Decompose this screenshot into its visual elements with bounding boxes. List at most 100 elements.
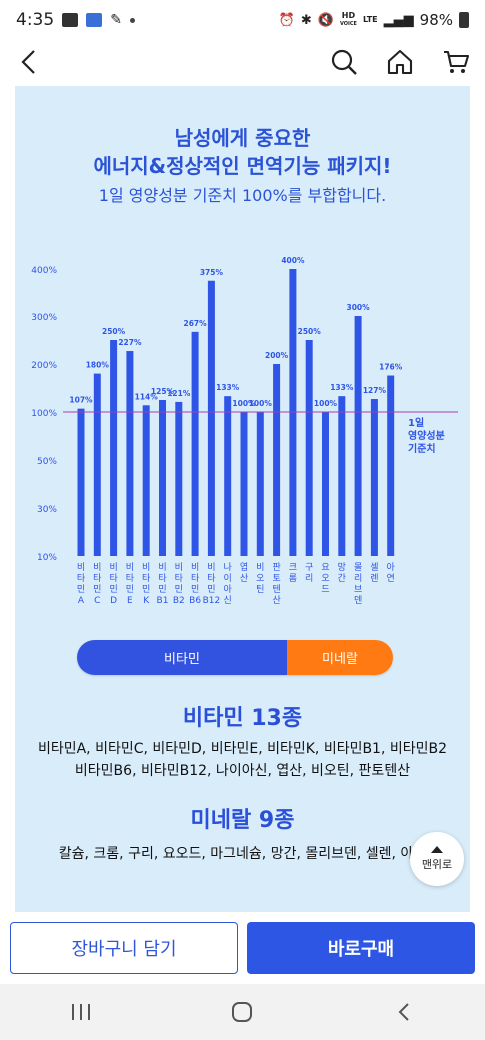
bar xyxy=(224,396,232,556)
category-label: 아 xyxy=(224,584,233,595)
scroll-to-top-button[interactable]: 맨위로 xyxy=(410,832,464,886)
network-hd: HD xyxy=(341,11,356,20)
pen-icon: ✎ xyxy=(110,12,122,28)
network-voice: VOICE xyxy=(339,21,357,27)
bar xyxy=(387,375,395,556)
system-navigation-bar xyxy=(0,984,485,1040)
bar-value-label: 300% xyxy=(347,303,371,312)
search-icon[interactable] xyxy=(329,47,359,77)
scroll-to-top-label: 맨위로 xyxy=(421,858,453,871)
bar-value-label: 200% xyxy=(265,351,289,360)
reference-label: 영양성분 xyxy=(408,429,445,442)
category-label: 비 xyxy=(93,562,101,573)
category-label: 산 xyxy=(240,573,248,584)
category-label: 비 xyxy=(191,562,199,573)
bar-value-label: 133% xyxy=(216,383,240,392)
bar xyxy=(240,412,248,556)
reference-label: 기준치 xyxy=(408,442,436,455)
category-label: 드 xyxy=(321,585,329,595)
home-button-icon[interactable] xyxy=(222,992,262,1032)
bar xyxy=(126,351,134,556)
category-label: 리 xyxy=(354,573,362,584)
bar-value-label: 114% xyxy=(135,392,159,401)
category-label: 텐 xyxy=(272,584,280,595)
bar xyxy=(273,364,281,556)
add-to-cart-button[interactable]: 장바구니 담기 xyxy=(10,922,238,974)
category-label: 연 xyxy=(387,573,395,584)
bar xyxy=(77,408,85,556)
category-label: 간 xyxy=(338,573,346,584)
bar xyxy=(354,316,362,556)
category-label: B2 xyxy=(173,596,185,606)
category-label: 비 xyxy=(126,562,134,573)
category-label: 타 xyxy=(191,573,200,584)
category-label: 브 xyxy=(354,584,362,595)
category-label: 비 xyxy=(158,562,166,573)
category-label: 민 xyxy=(126,584,134,595)
bar-value-label: 100% xyxy=(249,399,273,408)
category-label: 나 xyxy=(224,562,232,573)
back-icon[interactable] xyxy=(14,47,44,77)
bar xyxy=(338,396,346,556)
system-back-icon[interactable] xyxy=(384,992,424,1032)
status-bar: 4:35 ✎ ⏰ ✱ 🔇 HD VOICE LTE ▂▄▆ 98% xyxy=(0,0,485,40)
category-label: 망 xyxy=(338,562,346,573)
home-icon[interactable] xyxy=(385,47,415,77)
category-label: 타 xyxy=(158,573,167,584)
category-label: 오 xyxy=(321,573,329,584)
category-label: D xyxy=(110,596,117,606)
promo-subline: 1일 영양성분 기준치 100%를 부합합니다. xyxy=(98,186,387,205)
app-notification-icon xyxy=(86,13,103,27)
category-label: 신 xyxy=(224,595,232,606)
category-label: 덴 xyxy=(354,595,362,606)
category-label: 민 xyxy=(191,584,199,595)
category-label: 셀 xyxy=(370,562,378,573)
battery-text: 98% xyxy=(419,11,453,29)
bar-value-label: 100% xyxy=(232,399,256,408)
category-label: C xyxy=(94,596,100,606)
bar xyxy=(142,405,150,556)
bar xyxy=(93,373,101,556)
category-label: 리 xyxy=(305,573,313,584)
buy-now-button[interactable]: 바로구매 xyxy=(247,922,475,974)
mute-icon: 🔇 xyxy=(317,12,334,28)
category-label: 몰 xyxy=(354,562,362,573)
top-nav xyxy=(0,40,485,84)
bar-value-label: 250% xyxy=(298,327,322,336)
y-tick-label: 30% xyxy=(37,505,57,515)
category-label: 타 xyxy=(93,573,102,584)
bar-value-label: 107% xyxy=(69,396,93,405)
mineral-section-title: 미네랄 9종 xyxy=(190,808,295,833)
bar-value-label: 227% xyxy=(118,338,142,347)
category-label: 비 xyxy=(175,562,183,573)
bar-value-label: 100% xyxy=(314,399,338,408)
category-label: 판 xyxy=(272,562,280,573)
bar xyxy=(159,400,166,556)
tab-mineral[interactable]: 미네랄 xyxy=(287,640,393,675)
tab-vitamin[interactable]: 비타민 xyxy=(77,640,287,675)
category-label: 타 xyxy=(126,573,135,584)
category-label: 토 xyxy=(272,574,280,584)
recent-apps-icon[interactable] xyxy=(61,992,101,1032)
vitamin-section-title: 비타민 13종 xyxy=(182,706,303,731)
bar xyxy=(322,412,329,556)
status-time: 4:35 xyxy=(16,10,55,30)
product-detail-image: 남성에게 중요한 에너지&정상적인 면역기능 패키지! 1일 영양성분 기준치 … xyxy=(15,86,470,912)
category-label: 타 xyxy=(77,573,86,584)
category-label: 크 xyxy=(289,563,297,573)
category-label: 렌 xyxy=(370,573,378,584)
cart-icon[interactable] xyxy=(441,47,471,77)
category-label: 타 xyxy=(207,573,216,584)
bar xyxy=(305,340,313,556)
battery-icon xyxy=(459,12,469,28)
category-label: 타 xyxy=(175,573,184,584)
category-label: 민 xyxy=(109,584,117,595)
category-label: 민 xyxy=(77,584,85,595)
bar-value-label: 180% xyxy=(86,361,110,370)
bar-value-label: 267% xyxy=(184,319,208,328)
category-label: 이 xyxy=(224,573,232,584)
category-label: K xyxy=(143,596,150,606)
headline-line-2: 에너지&정상적인 면역기능 패키지! xyxy=(93,154,392,178)
vitamin-mineral-toggle: 비타민 미네랄 xyxy=(77,640,393,675)
bar xyxy=(256,412,264,556)
